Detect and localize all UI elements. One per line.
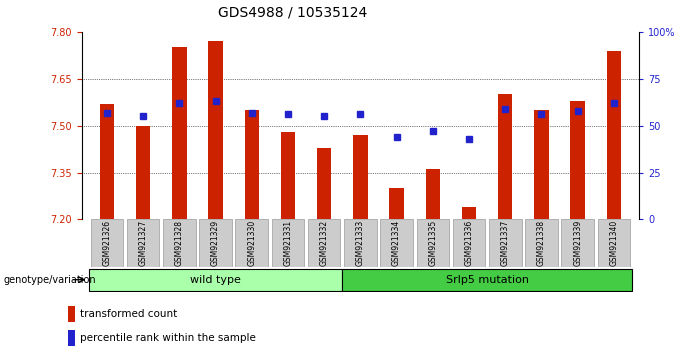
Bar <box>68 330 75 346</box>
Bar <box>571 101 585 219</box>
FancyBboxPatch shape <box>344 219 377 267</box>
Text: GSM921328: GSM921328 <box>175 221 184 266</box>
FancyBboxPatch shape <box>525 219 558 267</box>
FancyBboxPatch shape <box>453 219 486 267</box>
FancyBboxPatch shape <box>272 219 304 267</box>
FancyBboxPatch shape <box>489 219 522 267</box>
Bar <box>317 148 331 219</box>
FancyBboxPatch shape <box>380 219 413 267</box>
Text: GSM921336: GSM921336 <box>464 220 473 267</box>
Text: GSM921338: GSM921338 <box>537 220 546 267</box>
FancyBboxPatch shape <box>163 219 196 267</box>
FancyBboxPatch shape <box>127 219 159 267</box>
Bar <box>172 47 186 219</box>
Text: wild type: wild type <box>190 275 241 285</box>
Bar <box>100 104 114 219</box>
Bar <box>245 110 259 219</box>
FancyBboxPatch shape <box>308 219 341 267</box>
Bar <box>390 188 404 219</box>
Bar <box>353 135 368 219</box>
FancyBboxPatch shape <box>199 219 232 267</box>
FancyBboxPatch shape <box>342 268 632 291</box>
Bar <box>136 126 150 219</box>
Bar <box>498 95 513 219</box>
Text: percentile rank within the sample: percentile rank within the sample <box>80 332 256 343</box>
Bar <box>534 110 549 219</box>
Text: genotype/variation: genotype/variation <box>3 275 96 285</box>
Text: GSM921331: GSM921331 <box>284 220 292 267</box>
FancyBboxPatch shape <box>598 219 630 267</box>
Bar <box>208 41 223 219</box>
FancyBboxPatch shape <box>417 219 449 267</box>
Bar <box>426 170 440 219</box>
Text: GSM921340: GSM921340 <box>609 220 618 267</box>
Text: GSM921335: GSM921335 <box>428 220 437 267</box>
FancyBboxPatch shape <box>89 268 342 291</box>
Bar <box>462 207 476 219</box>
Bar <box>607 51 621 219</box>
FancyBboxPatch shape <box>235 219 268 267</box>
FancyBboxPatch shape <box>90 219 123 267</box>
Text: GDS4988 / 10535124: GDS4988 / 10535124 <box>218 5 367 19</box>
FancyBboxPatch shape <box>562 219 594 267</box>
Text: GSM921333: GSM921333 <box>356 220 365 267</box>
Text: GSM921329: GSM921329 <box>211 220 220 267</box>
Text: GSM921339: GSM921339 <box>573 220 582 267</box>
Text: GSM921330: GSM921330 <box>248 220 256 267</box>
Text: Srlp5 mutation: Srlp5 mutation <box>445 275 528 285</box>
Bar <box>68 306 75 322</box>
Text: GSM921337: GSM921337 <box>500 220 510 267</box>
Text: GSM921327: GSM921327 <box>139 220 148 267</box>
Bar <box>281 132 295 219</box>
Text: transformed count: transformed count <box>80 309 177 319</box>
Text: GSM921332: GSM921332 <box>320 220 328 267</box>
Text: GSM921326: GSM921326 <box>103 220 112 267</box>
Text: GSM921334: GSM921334 <box>392 220 401 267</box>
